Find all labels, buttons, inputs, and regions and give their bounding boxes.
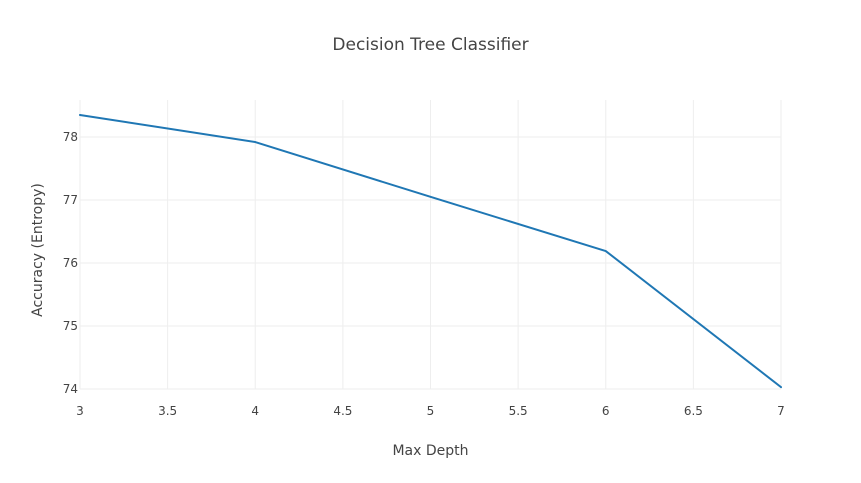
series-layer: [79, 113, 782, 389]
y-tick-label: 74: [63, 382, 78, 396]
x-tick-label: 4: [251, 404, 259, 418]
x-tick-label: 5.5: [509, 404, 528, 418]
data-point: [604, 250, 607, 252]
y-axis-title: Accuracy (Entropy): [30, 183, 46, 317]
x-axis-title: Max Depth: [392, 443, 468, 459]
x-axis-ticks: 3 3.5 4 4.5 5 5.5 6 6.5 7: [76, 404, 785, 418]
x-tick-label: 6.5: [684, 404, 703, 418]
x-tick-label: 5: [427, 404, 435, 418]
data-point: [780, 386, 782, 388]
data-point: [79, 114, 81, 116]
grid: [79, 100, 782, 390]
y-tick-label: 76: [63, 256, 78, 270]
x-tick-label: 6: [602, 404, 610, 418]
data-point: [254, 141, 257, 143]
y-tick-label: 78: [63, 130, 78, 144]
y-axis-ticks: 74 75 76 77 78: [63, 130, 78, 396]
x-tick-label: 7: [777, 404, 785, 418]
data-point: [429, 196, 432, 198]
x-tick-label: 3.5: [158, 404, 177, 418]
y-tick-label: 77: [63, 193, 78, 207]
y-tick-label: 75: [63, 319, 78, 333]
x-tick-label: 4.5: [333, 404, 352, 418]
x-tick-label: 3: [76, 404, 84, 418]
chart-title: Decision Tree Classifier: [332, 35, 528, 55]
